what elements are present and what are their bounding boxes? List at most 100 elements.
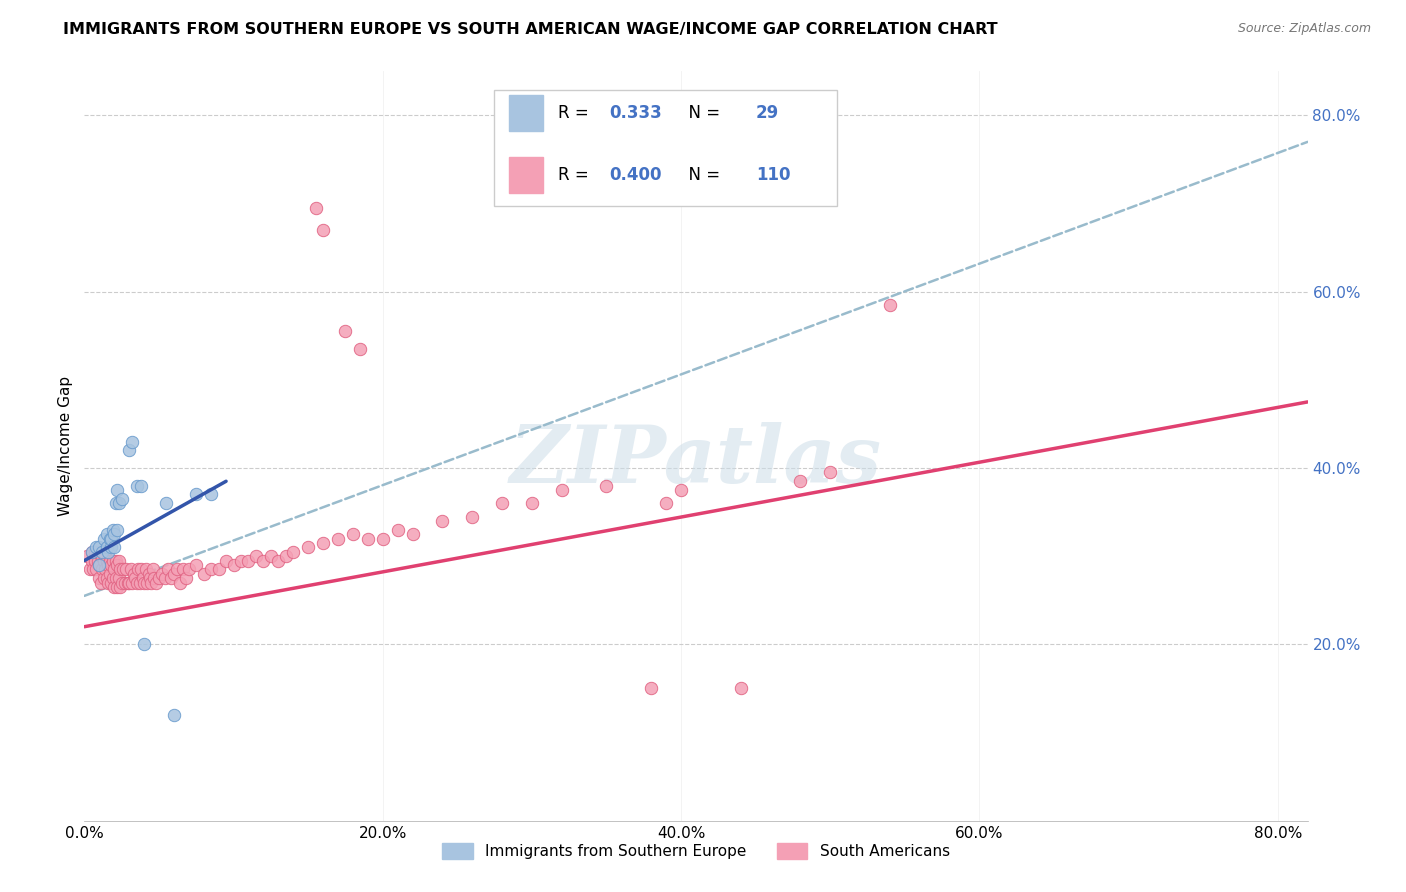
Point — [141, 575, 163, 590]
Point — [326, 532, 349, 546]
Point — [163, 566, 186, 581]
Point — [89, 541, 111, 555]
Point — [94, 549, 117, 564]
Point — [357, 532, 380, 546]
Point — [335, 325, 357, 339]
Point — [789, 475, 811, 489]
Point — [89, 571, 111, 585]
Point — [103, 562, 125, 576]
Point — [104, 571, 127, 585]
Point — [283, 545, 305, 559]
Point — [177, 562, 200, 576]
Point — [108, 580, 131, 594]
Point — [186, 558, 208, 572]
Point — [153, 571, 176, 585]
Point — [551, 483, 574, 497]
Point — [80, 545, 103, 559]
Point — [461, 509, 484, 524]
Point — [103, 580, 125, 594]
Text: ZIPatlas: ZIPatlas — [510, 422, 882, 500]
Point — [97, 545, 120, 559]
Legend: Immigrants from Southern Europe, South Americans: Immigrants from Southern Europe, South A… — [436, 838, 956, 865]
Point — [267, 553, 290, 567]
Point — [101, 523, 124, 537]
Y-axis label: Wage/Income Gap: Wage/Income Gap — [58, 376, 73, 516]
Point — [118, 575, 141, 590]
Point — [138, 566, 160, 581]
Point — [145, 575, 167, 590]
Text: 110: 110 — [756, 166, 790, 184]
Text: 29: 29 — [756, 104, 779, 122]
Point — [98, 553, 121, 567]
Point — [169, 575, 191, 590]
Point — [76, 549, 98, 564]
Point — [136, 575, 159, 590]
Point — [100, 532, 122, 546]
Point — [215, 553, 238, 567]
Point — [520, 496, 543, 510]
Point — [94, 562, 117, 576]
Point — [342, 527, 364, 541]
Point — [132, 637, 155, 651]
Point — [222, 558, 245, 572]
Point — [105, 580, 128, 594]
Point — [193, 566, 215, 581]
Point — [730, 681, 752, 696]
Point — [131, 571, 153, 585]
Point — [89, 545, 111, 559]
Point — [91, 545, 114, 559]
Point — [128, 575, 150, 590]
Point — [96, 553, 118, 567]
Point — [595, 478, 617, 492]
Point — [111, 575, 134, 590]
Text: Source: ZipAtlas.com: Source: ZipAtlas.com — [1237, 22, 1371, 36]
Point — [349, 342, 371, 356]
Point — [148, 571, 170, 585]
Point — [118, 443, 141, 458]
Point — [150, 566, 173, 581]
Point — [124, 571, 146, 585]
Point — [84, 541, 107, 555]
Point — [304, 201, 326, 215]
Point — [401, 527, 423, 541]
Point — [166, 562, 188, 576]
Point — [90, 549, 112, 564]
Point — [87, 545, 110, 559]
Point — [83, 553, 105, 567]
Point — [104, 496, 127, 510]
Point — [97, 575, 120, 590]
Point — [107, 496, 129, 510]
Point — [818, 466, 841, 480]
Point — [491, 496, 513, 510]
Point — [103, 527, 125, 541]
Point — [312, 536, 335, 550]
Point — [115, 562, 138, 576]
Point — [105, 558, 128, 572]
Point — [432, 514, 454, 528]
Point — [117, 575, 139, 590]
Point — [238, 553, 260, 567]
Point — [100, 575, 122, 590]
Point — [82, 562, 104, 576]
Point — [91, 562, 114, 576]
Point — [96, 571, 118, 585]
Point — [252, 553, 274, 567]
Point — [200, 562, 222, 576]
Point — [93, 532, 115, 546]
Point — [80, 553, 103, 567]
Point — [297, 541, 319, 555]
Point — [312, 223, 335, 237]
Point — [111, 491, 134, 506]
Point — [129, 478, 152, 492]
Point — [174, 571, 197, 585]
Point — [80, 545, 103, 559]
Point — [245, 549, 267, 564]
Point — [120, 562, 142, 576]
Point — [371, 532, 394, 546]
Point — [200, 487, 222, 501]
Text: IMMIGRANTS FROM SOUTHERN EUROPE VS SOUTH AMERICAN WAGE/INCOME GAP CORRELATION CH: IMMIGRANTS FROM SOUTHERN EUROPE VS SOUTH… — [63, 22, 998, 37]
Point — [87, 553, 110, 567]
Point — [387, 523, 409, 537]
Point — [160, 571, 183, 585]
Point — [79, 562, 101, 576]
